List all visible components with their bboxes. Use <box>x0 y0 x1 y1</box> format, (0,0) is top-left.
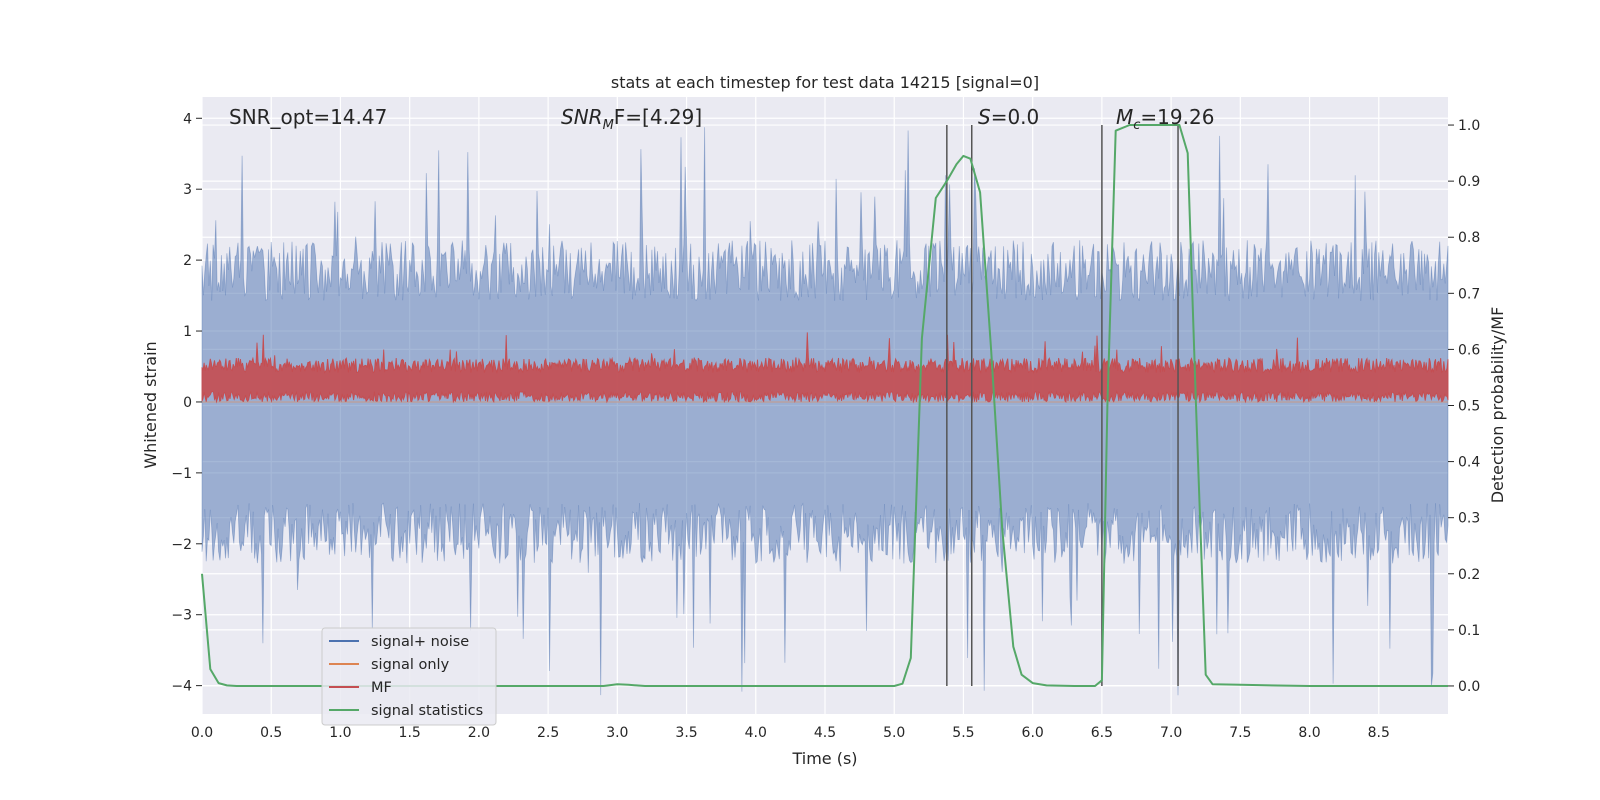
signal-noise-band <box>201 127 1449 696</box>
y-right-tick-label: 0.8 <box>1458 230 1480 246</box>
x-tick-label: 6.0 <box>1022 725 1044 741</box>
snr-mf-annotation: SNRMF=[4.29] <box>561 105 702 133</box>
s-annotation: S=0.0 <box>978 105 1039 129</box>
y-right-tick-label: 0.9 <box>1458 174 1480 190</box>
mc-annotation: Mc=19.26 <box>1116 105 1214 133</box>
x-tick-label: 2.0 <box>468 725 490 741</box>
signal-noise-series <box>201 127 1449 696</box>
mf-series <box>201 332 1449 404</box>
x-tick-label: 0.0 <box>191 725 213 741</box>
y-left-tick-label: 4 <box>183 111 192 127</box>
x-tick-label: 1.0 <box>329 725 351 741</box>
x-tick-label: 8.5 <box>1368 725 1390 741</box>
x-tick-label: 5.0 <box>883 725 905 741</box>
snr-opt-annotation: SNR_opt=14.47 <box>229 105 387 129</box>
legend-label-mf: MF <box>371 680 392 696</box>
legend-label-signal-only: signal only <box>371 657 450 673</box>
x-tick-label: 3.0 <box>606 725 628 741</box>
x-tick-label: 3.5 <box>675 725 697 741</box>
x-tick-label: 2.5 <box>537 725 559 741</box>
s-main: S <box>978 105 991 129</box>
y-right-tick-label: 0.4 <box>1458 455 1480 471</box>
legend-label-signal-statistics: signal statistics <box>371 703 483 719</box>
mf-band <box>201 332 1449 404</box>
legend-label-signal-noise: signal+ noise <box>371 634 469 650</box>
x-tick-label: 4.0 <box>745 725 767 741</box>
x-tick-label: 4.5 <box>814 725 836 741</box>
x-ticks: 0.0 0.5 1.0 1.5 2.0 2.5 3.0 3.5 4.0 4.5 5.0 5.5 6.0 6… <box>191 725 1390 741</box>
y-left-tick-label: −3 <box>171 608 192 624</box>
signal-statistics-series <box>201 124 1448 687</box>
y-left-tick-label: −2 <box>171 537 192 553</box>
x-tick-label: 7.5 <box>1229 725 1251 741</box>
snr-mf-main: SNR <box>561 105 603 129</box>
x-tick-label: 6.5 <box>1091 725 1113 741</box>
s-rest: =0.0 <box>991 105 1040 129</box>
x-tick-label: 1.5 <box>399 725 421 741</box>
y-right-axis-label: Detection probability/MF <box>1488 307 1507 504</box>
y-left-tick-label: 2 <box>183 253 192 269</box>
mc-sub: c <box>1133 118 1140 133</box>
legend-box <box>321 627 497 726</box>
y-left-tick-label: −1 <box>171 466 192 482</box>
y-right-tick-label: 1.0 <box>1458 118 1480 134</box>
y-left-axis-label: Whitened strain <box>141 341 160 468</box>
y-right-tick-label: 0.7 <box>1458 286 1480 302</box>
y-right-tick-label: 0.6 <box>1458 342 1480 358</box>
mc-rest: =19.26 <box>1140 105 1214 129</box>
y-right-tick-label: 0.2 <box>1458 567 1480 583</box>
x-tick-label: 0.5 <box>260 725 282 741</box>
y-right-ticks: 1.0 0.9 0.8 0.7 0.6 0.5 0.4 0.3 0.2 0.1 0.0 <box>1448 118 1480 695</box>
x-tick-label: 7.0 <box>1160 725 1182 741</box>
y-left-tick-label: 0 <box>183 395 192 411</box>
y-left-tick-label: 1 <box>183 324 192 340</box>
x-tick-label: 8.0 <box>1298 725 1320 741</box>
y-right-tick-label: 0.1 <box>1458 623 1480 639</box>
y-right-tick-label: 0.5 <box>1458 399 1480 415</box>
mc-main: M <box>1116 105 1133 129</box>
y-left-tick-label: −4 <box>171 679 192 695</box>
vertical-markers <box>946 125 1179 686</box>
x-axis-label: Time (s) <box>791 749 857 768</box>
y-right-tick-label: 0.3 <box>1458 511 1480 527</box>
y-left-tick-label: 3 <box>183 182 192 198</box>
y-right-tick-label: 0.0 <box>1458 679 1480 695</box>
x-tick-label: 5.5 <box>952 725 974 741</box>
signal-statistics-line <box>201 124 1448 687</box>
y-left-ticks: 4 3 2 1 0 −1 −2 −3 −4 <box>171 111 202 695</box>
snr-mf-sub: M <box>603 118 614 133</box>
legend: signal+ noise signal only MF signal stat… <box>321 627 497 726</box>
chart-title: stats at each timestep for test data 142… <box>611 73 1039 92</box>
snr-mf-rest: F=[4.29] <box>614 105 702 129</box>
